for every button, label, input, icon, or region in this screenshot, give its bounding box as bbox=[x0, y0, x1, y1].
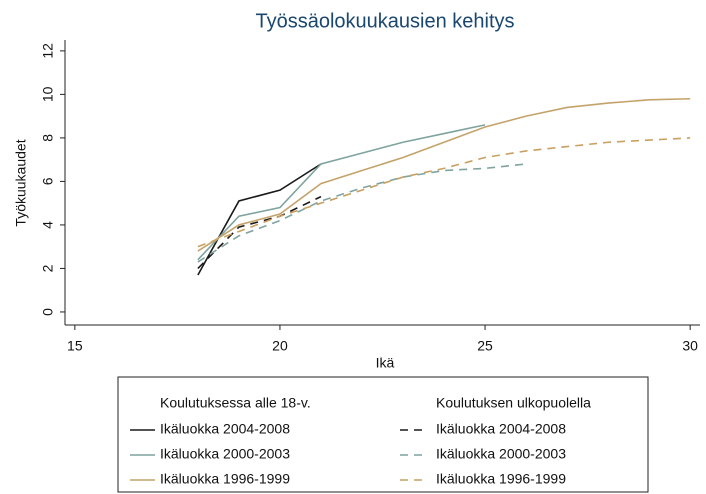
y-tick-label: 2 bbox=[40, 264, 56, 272]
legend-label: Ikäluokka 1996-1999 bbox=[436, 471, 566, 487]
legend-label: Ikäluokka 1996-1999 bbox=[160, 471, 290, 487]
y-tick-label: 6 bbox=[40, 177, 56, 185]
line bbox=[197, 195, 322, 269]
x-axis-label: Ikä bbox=[376, 355, 395, 371]
x-tick-label: 15 bbox=[67, 338, 83, 354]
legend-label: Ikäluokka 2004-2008 bbox=[160, 421, 290, 437]
y-tick-label: 10 bbox=[40, 86, 56, 102]
line bbox=[197, 124, 486, 261]
y-tick-label: 12 bbox=[40, 43, 56, 59]
legend-header: Koulutuksessa alle 18-v. bbox=[160, 395, 311, 411]
line bbox=[197, 97, 691, 252]
legend-box bbox=[117, 376, 649, 493]
legend-label: Ikäluokka 2004-2008 bbox=[436, 421, 566, 437]
y-axis-label: Työkuukaudet bbox=[13, 139, 29, 226]
line bbox=[197, 137, 691, 248]
legend-label: Ikäluokka 2000-2003 bbox=[436, 446, 566, 462]
x-tick-label: 30 bbox=[682, 338, 698, 354]
chart-title: Työssäolokuukausien kehitys bbox=[255, 10, 514, 32]
y-tick-label: 8 bbox=[40, 134, 56, 142]
x-tick-label: 20 bbox=[272, 338, 288, 354]
y-tick-label: 0 bbox=[40, 308, 56, 316]
y-tick-label: 4 bbox=[40, 221, 56, 229]
legend-header: Koulutuksen ulkopuolella bbox=[436, 395, 591, 411]
line bbox=[197, 163, 527, 263]
x-tick-label: 25 bbox=[477, 338, 493, 354]
legend-label: Ikäluokka 2000-2003 bbox=[160, 446, 290, 462]
